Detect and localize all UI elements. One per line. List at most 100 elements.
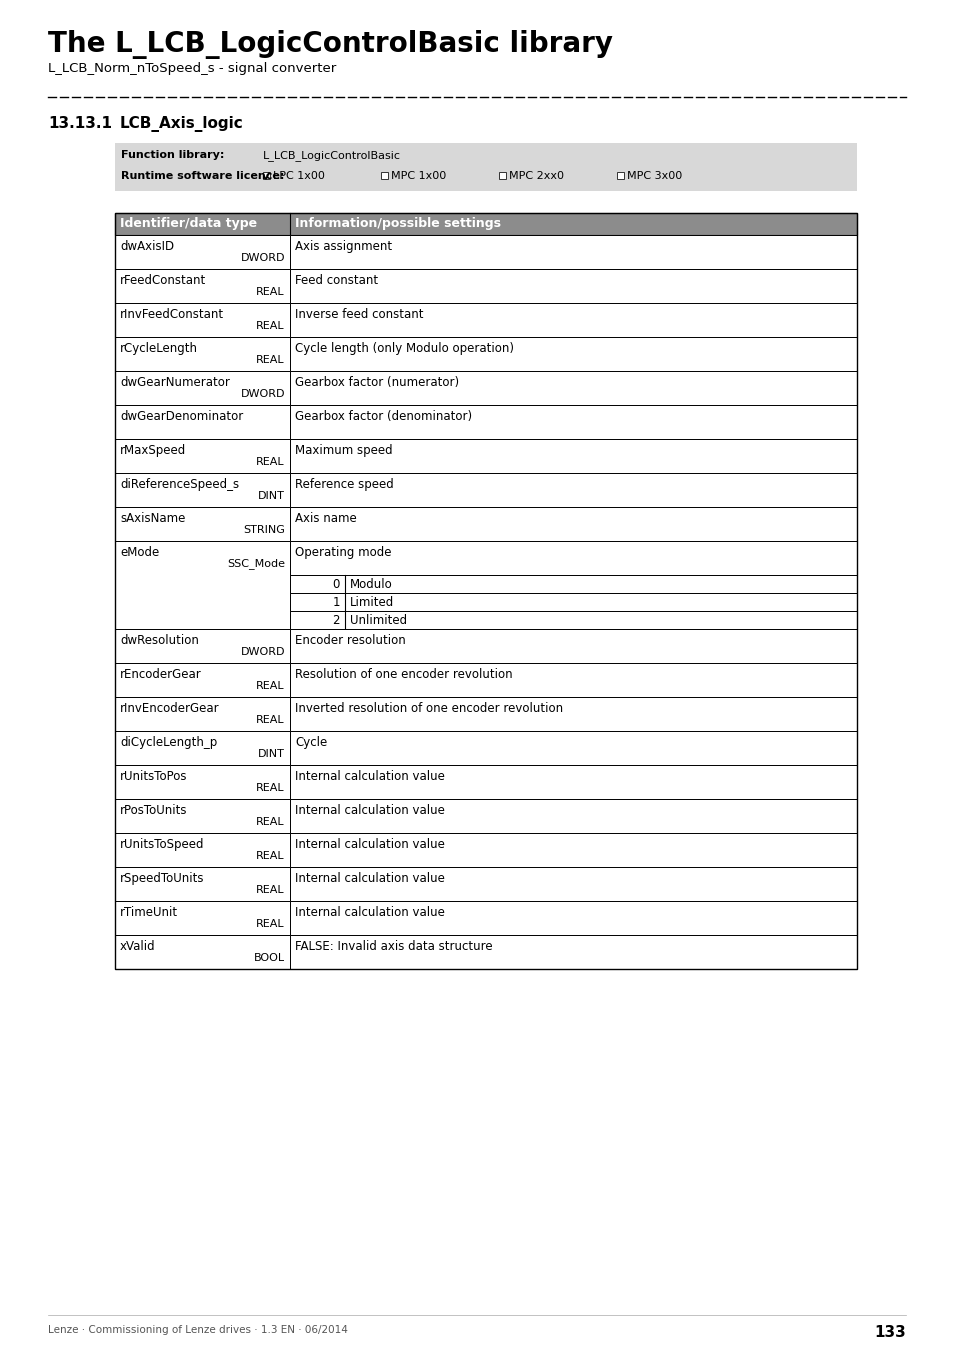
- Text: Gearbox factor (denominator): Gearbox factor (denominator): [294, 410, 472, 423]
- Bar: [380, 171, 388, 180]
- Text: REAL: REAL: [256, 783, 285, 792]
- Text: rUnitsToSpeed: rUnitsToSpeed: [120, 838, 204, 850]
- Bar: [290, 900, 856, 936]
- Bar: [290, 541, 856, 575]
- Text: REAL: REAL: [256, 680, 285, 691]
- Text: Modulo: Modulo: [350, 578, 393, 591]
- Bar: [290, 697, 856, 730]
- Text: dwGearDenominator: dwGearDenominator: [120, 410, 243, 423]
- Bar: [290, 439, 856, 472]
- Bar: [498, 171, 505, 180]
- Text: Internal calculation value: Internal calculation value: [294, 838, 444, 850]
- Text: 133: 133: [873, 1324, 905, 1341]
- Text: diCycleLength_p: diCycleLength_p: [120, 736, 217, 749]
- Bar: [290, 371, 856, 405]
- Text: REAL: REAL: [256, 850, 285, 861]
- Bar: [290, 663, 856, 697]
- Text: sAxisName: sAxisName: [120, 512, 185, 525]
- Text: DWORD: DWORD: [240, 647, 285, 657]
- Text: Internal calculation value: Internal calculation value: [294, 872, 444, 886]
- Text: rTimeUnit: rTimeUnit: [120, 906, 178, 919]
- Text: Information/possible settings: Information/possible settings: [294, 217, 500, 230]
- Bar: [290, 593, 856, 612]
- Text: REAL: REAL: [256, 817, 285, 828]
- Text: Internal calculation value: Internal calculation value: [294, 805, 444, 817]
- Text: Inverted resolution of one encoder revolution: Inverted resolution of one encoder revol…: [294, 702, 562, 716]
- Text: rEncoderGear: rEncoderGear: [120, 668, 201, 680]
- Text: Operating mode: Operating mode: [294, 545, 391, 559]
- Bar: [290, 936, 856, 969]
- Bar: [617, 171, 623, 180]
- Text: rCycleLength: rCycleLength: [120, 342, 198, 355]
- Text: rInvFeedConstant: rInvFeedConstant: [120, 308, 224, 321]
- Text: DWORD: DWORD: [240, 252, 285, 263]
- Bar: [115, 936, 290, 969]
- Text: Feed constant: Feed constant: [294, 274, 377, 288]
- Bar: [290, 302, 856, 338]
- Text: DWORD: DWORD: [240, 389, 285, 400]
- Text: dwGearNumerator: dwGearNumerator: [120, 377, 230, 389]
- Text: REAL: REAL: [256, 886, 285, 895]
- Bar: [290, 765, 856, 799]
- Text: Cycle length (only Modulo operation): Cycle length (only Modulo operation): [294, 342, 514, 355]
- Bar: [290, 575, 856, 593]
- Bar: [290, 799, 856, 833]
- Bar: [115, 405, 290, 439]
- Text: REAL: REAL: [256, 321, 285, 331]
- Text: Encoder resolution: Encoder resolution: [294, 634, 405, 647]
- Text: MPC 3x00: MPC 3x00: [626, 171, 681, 181]
- Text: dwAxisID: dwAxisID: [120, 240, 174, 252]
- Bar: [115, 269, 290, 302]
- Bar: [115, 900, 290, 936]
- Bar: [115, 371, 290, 405]
- Text: Axis name: Axis name: [294, 512, 356, 525]
- Text: 1: 1: [333, 595, 339, 609]
- Text: LCB_Axis_logic: LCB_Axis_logic: [120, 116, 244, 132]
- Bar: [115, 302, 290, 338]
- Text: Inverse feed constant: Inverse feed constant: [294, 308, 423, 321]
- Text: rSpeedToUnits: rSpeedToUnits: [120, 872, 204, 886]
- Text: The L_LCB_LogicControlBasic library: The L_LCB_LogicControlBasic library: [48, 30, 613, 59]
- Bar: [115, 213, 856, 969]
- Bar: [290, 235, 856, 269]
- Text: Runtime software licence:: Runtime software licence:: [121, 171, 284, 181]
- Bar: [115, 867, 290, 900]
- Text: rMaxSpeed: rMaxSpeed: [120, 444, 186, 458]
- Bar: [115, 663, 290, 697]
- Text: Lenze · Commissioning of Lenze drives · 1.3 EN · 06/2014: Lenze · Commissioning of Lenze drives · …: [48, 1324, 348, 1335]
- Text: 2: 2: [333, 614, 339, 626]
- Text: Gearbox factor (numerator): Gearbox factor (numerator): [294, 377, 458, 389]
- Bar: [290, 612, 856, 629]
- Text: STRING: STRING: [243, 525, 285, 535]
- Text: REAL: REAL: [256, 458, 285, 467]
- Text: FALSE: Invalid axis data structure: FALSE: Invalid axis data structure: [294, 940, 492, 953]
- Text: Internal calculation value: Internal calculation value: [294, 906, 444, 919]
- Text: MPC 2xx0: MPC 2xx0: [509, 171, 563, 181]
- Bar: [115, 472, 290, 508]
- Text: L_LCB_LogicControlBasic: L_LCB_LogicControlBasic: [263, 150, 400, 161]
- Bar: [290, 867, 856, 900]
- Text: rPosToUnits: rPosToUnits: [120, 805, 188, 817]
- Bar: [115, 439, 290, 472]
- Bar: [290, 405, 856, 439]
- Text: xValid: xValid: [120, 940, 155, 953]
- Bar: [290, 338, 856, 371]
- Bar: [290, 508, 856, 541]
- Bar: [290, 269, 856, 302]
- Text: rInvEncoderGear: rInvEncoderGear: [120, 702, 219, 716]
- Text: Cycle: Cycle: [294, 736, 327, 749]
- Text: REAL: REAL: [256, 288, 285, 297]
- Bar: [115, 799, 290, 833]
- Text: rFeedConstant: rFeedConstant: [120, 274, 206, 288]
- Bar: [290, 730, 856, 765]
- Text: Reference speed: Reference speed: [294, 478, 394, 491]
- Text: diReferenceSpeed_s: diReferenceSpeed_s: [120, 478, 239, 491]
- Bar: [115, 213, 856, 235]
- Text: BOOL: BOOL: [253, 953, 285, 963]
- Bar: [115, 629, 290, 663]
- Bar: [115, 338, 290, 371]
- Bar: [290, 472, 856, 508]
- Text: Unlimited: Unlimited: [350, 614, 407, 626]
- Bar: [115, 833, 290, 867]
- Bar: [115, 143, 856, 190]
